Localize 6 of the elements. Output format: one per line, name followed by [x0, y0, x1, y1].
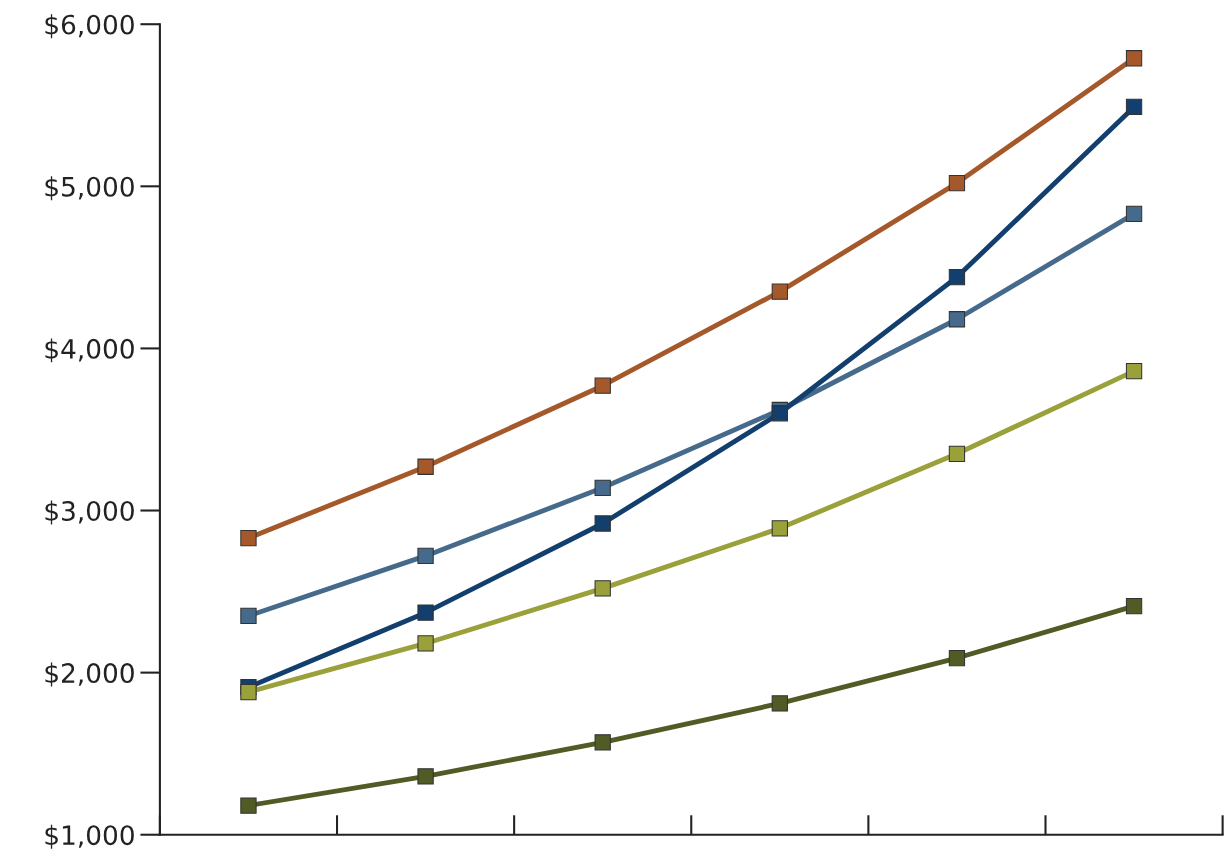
y-tick-label: $3,000 — [45, 500, 134, 525]
y-tick-label: $5,000 — [45, 176, 134, 201]
y-tick-label: $1,000 — [45, 824, 134, 849]
y-tick-label: $2,000 — [45, 662, 134, 687]
y-tick-label: $6,000 — [45, 14, 134, 39]
y-tick-label: $4,000 — [45, 338, 134, 363]
